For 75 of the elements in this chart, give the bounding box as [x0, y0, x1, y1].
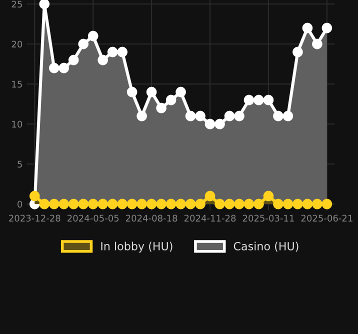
point	[282, 198, 294, 210]
point	[117, 46, 128, 58]
legend-label: In lobby (HU)	[101, 242, 172, 253]
point	[204, 190, 216, 202]
point	[204, 118, 216, 130]
x-tick-label: 2025-03-11	[242, 214, 294, 222]
point	[88, 30, 98, 42]
point	[234, 198, 244, 210]
point	[214, 198, 225, 210]
point	[214, 118, 225, 130]
point	[302, 22, 313, 34]
point	[312, 198, 322, 210]
point	[39, 0, 50, 10]
point	[322, 22, 332, 34]
point	[244, 198, 254, 210]
x-tick-label: 2024-08-18	[126, 214, 178, 222]
point	[146, 86, 157, 98]
legend-label: Casino (HU)	[234, 242, 298, 252]
point	[58, 198, 70, 210]
point	[78, 198, 89, 210]
point	[98, 54, 108, 66]
point	[195, 110, 206, 122]
point	[68, 198, 79, 210]
point	[29, 190, 40, 202]
x-tick-label: 2024-11-28	[184, 214, 236, 222]
point	[166, 94, 176, 106]
point	[282, 110, 294, 122]
point	[107, 46, 118, 58]
point	[185, 110, 196, 122]
point	[273, 110, 284, 122]
point	[312, 38, 322, 50]
point	[117, 198, 128, 210]
point	[68, 54, 79, 66]
point	[224, 198, 235, 210]
point	[136, 110, 148, 122]
y-tick-label: 5	[18, 160, 22, 168]
point	[185, 198, 196, 210]
point	[126, 86, 138, 98]
point	[166, 198, 176, 210]
y-tick-label: 10	[12, 120, 22, 128]
point	[88, 198, 98, 210]
point	[136, 198, 148, 210]
point	[176, 86, 186, 98]
point	[224, 110, 235, 122]
x-tick-label: 2025-06-21	[301, 214, 352, 222]
point	[107, 198, 118, 210]
point	[39, 198, 50, 210]
point	[234, 110, 244, 122]
point	[58, 62, 70, 74]
point	[244, 94, 254, 106]
x-tick-label: 2024-05-05	[68, 214, 119, 222]
point	[176, 198, 186, 210]
point	[292, 46, 303, 58]
point	[292, 198, 303, 210]
point	[156, 102, 167, 114]
point	[195, 198, 206, 210]
point	[302, 198, 313, 210]
y-tick-label: 25	[12, 0, 22, 8]
point	[254, 94, 264, 106]
y-tick-label: 15	[12, 80, 22, 88]
point	[48, 198, 60, 210]
point	[146, 198, 157, 210]
point	[48, 62, 60, 74]
point	[126, 198, 138, 210]
point	[78, 38, 89, 50]
point	[322, 198, 332, 210]
point	[98, 198, 108, 210]
point	[263, 94, 274, 106]
point	[254, 198, 264, 210]
x-tick-label: 2023-12-28	[9, 214, 60, 222]
y-tick-label: 0	[18, 200, 22, 208]
y-tick-label: 20	[12, 40, 22, 48]
point	[263, 190, 274, 202]
point	[156, 198, 167, 210]
point	[273, 198, 284, 210]
